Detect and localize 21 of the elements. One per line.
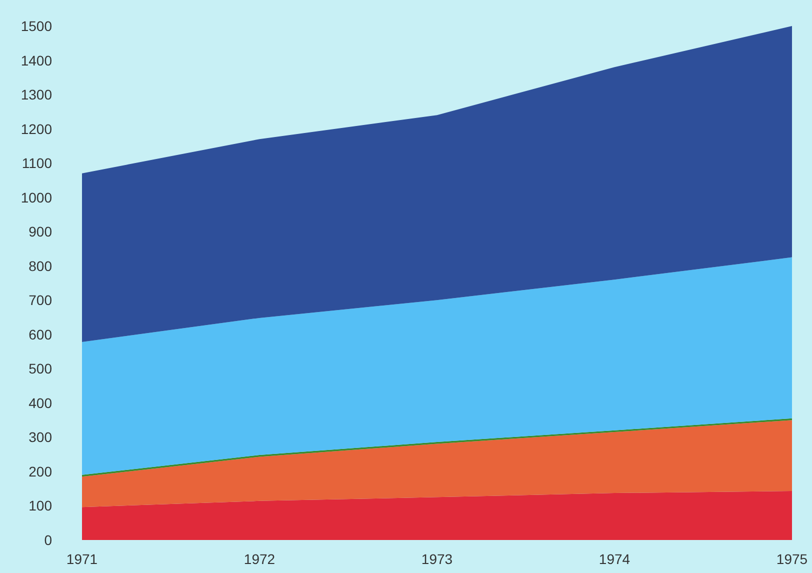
y-tick-label: 100	[28, 498, 52, 514]
x-tick-label: 1971	[66, 551, 98, 567]
y-tick-label: 700	[28, 292, 52, 308]
y-tick-label: 800	[28, 258, 52, 274]
y-tick-label: 300	[28, 429, 52, 446]
y-tick-label: 1200	[20, 120, 52, 137]
y-tick-label: 500	[28, 360, 52, 377]
y-tick-label: 900	[28, 224, 52, 240]
x-tick-label: 1974	[598, 551, 630, 567]
x-tick-label: 1972	[244, 551, 276, 567]
y-tick-label: 1300	[20, 86, 52, 103]
y-tick-label: 200	[28, 463, 52, 480]
x-tick-label: 1973	[421, 551, 453, 567]
y-tick-label: 0	[44, 532, 52, 548]
x-tick-label: 1975	[776, 551, 808, 567]
y-tick-label: 600	[28, 326, 52, 342]
y-tick-label: 400	[28, 394, 52, 411]
y-tick-label: 1000	[20, 189, 52, 206]
y-tick-label: 1400	[20, 52, 52, 68]
y-tick-label: 1500	[20, 18, 52, 34]
y-tick-label: 1100	[22, 155, 52, 172]
